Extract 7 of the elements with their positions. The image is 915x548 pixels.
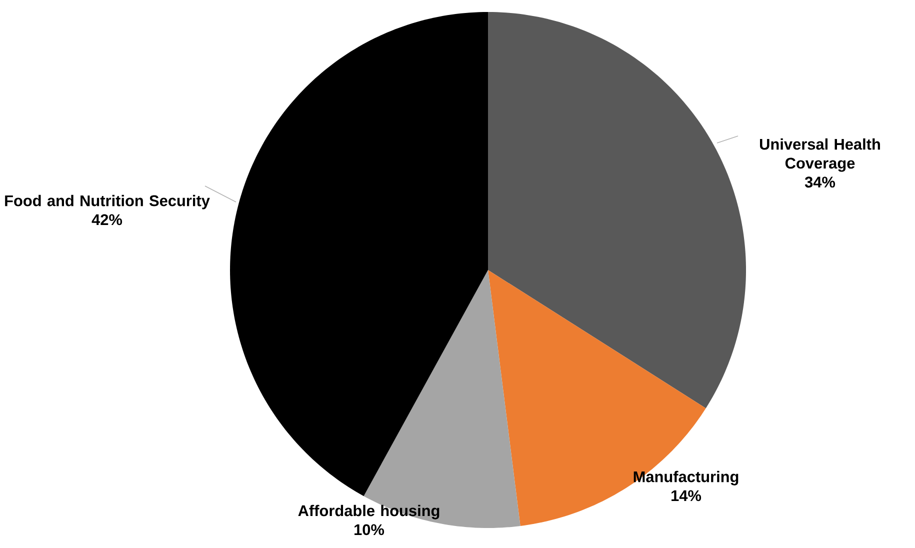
slice-label: Food and Nutrition Security [5, 194, 210, 210]
slice-label: Universal Health Coverage [760, 138, 880, 172]
data-label: 42% [92, 214, 122, 226]
data-label: 14% [672, 490, 702, 502]
data-label: 34% [804, 176, 836, 188]
data-label: 10% [354, 524, 384, 536]
slice-label: Affordable housing [298, 504, 440, 520]
